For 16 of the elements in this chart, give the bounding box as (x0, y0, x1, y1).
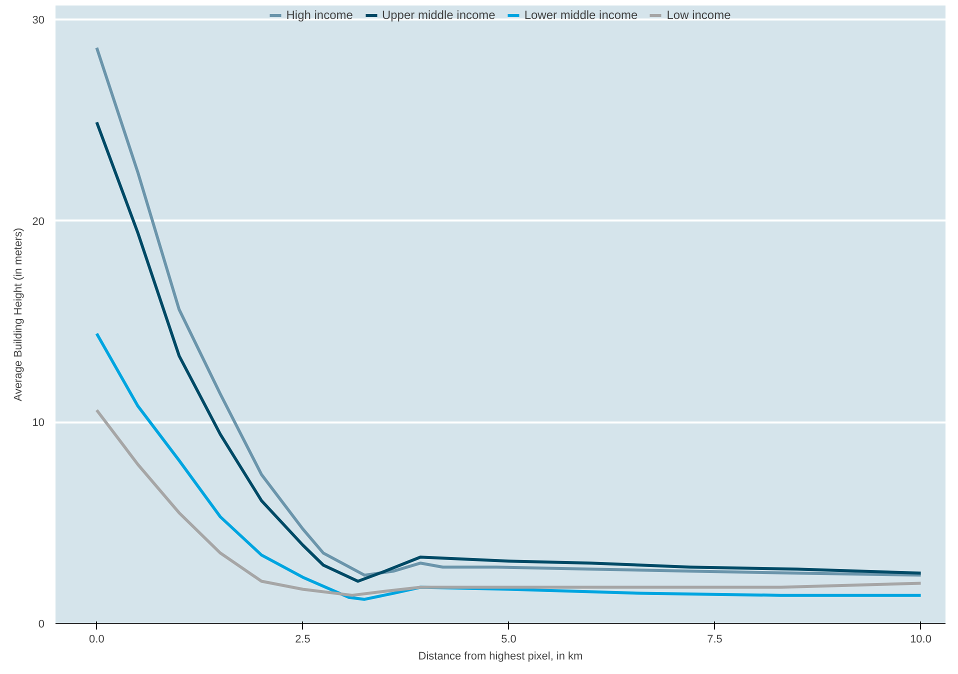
legend-label: Low income (666, 8, 731, 22)
y-axis-title: Average Building Height (in meters) (12, 228, 24, 402)
y-tick-label: 30 (32, 14, 45, 27)
legend-label: Upper middle income (382, 8, 496, 22)
x-tick-label: 0.0 (89, 634, 104, 646)
x-tick-label: 5.0 (501, 634, 516, 646)
legend-label: Lower middle income (524, 8, 638, 22)
x-tick-label: 10.0 (910, 634, 932, 646)
y-tick-label: 10 (32, 417, 45, 430)
y-tick-label: 20 (32, 216, 45, 228)
x-tick-label: 7.5 (707, 634, 722, 646)
line-series (95, 408, 922, 597)
legend-label: High income (286, 8, 353, 22)
y-tick-label: 0 (38, 618, 45, 630)
x-axis-title: Distance from highest pixel, in km (418, 650, 583, 662)
x-tick-label: 2.5 (295, 634, 310, 646)
